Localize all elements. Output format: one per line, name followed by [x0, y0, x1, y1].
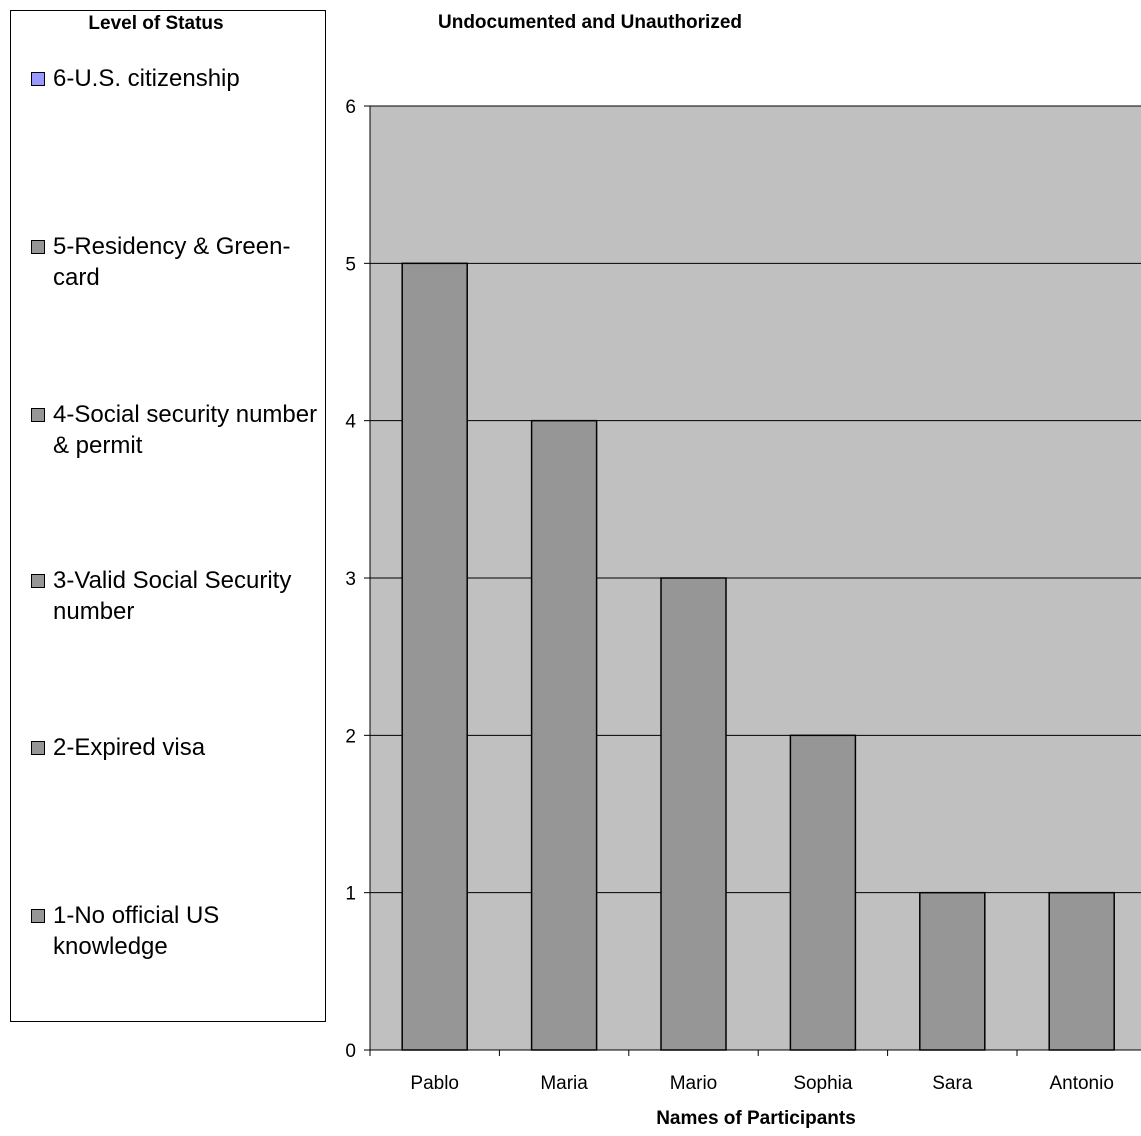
legend-item-2: 2-Expired visa — [31, 732, 323, 763]
y-tick-label-3: 3 — [345, 569, 356, 590]
bars — [401, 262, 1115, 1051]
legend: Level of Status 6-U.S. citizenship 5-Res… — [10, 10, 326, 1022]
bar-antonio — [1048, 891, 1115, 1051]
legend-label-4: 4-Social security number & permit — [53, 401, 318, 459]
bar-sophia — [789, 734, 857, 1051]
legend-item-6: 6-U.S. citizenship — [31, 63, 323, 94]
x-tick-label-antonio: Antonio — [1049, 1073, 1113, 1094]
legend-swatch-1 — [31, 909, 45, 923]
x-tick-label-sara: Sara — [932, 1073, 973, 1094]
legend-label-3: 3-Valid Social Security number — [53, 567, 292, 625]
y-tick-label-1: 1 — [345, 884, 356, 905]
y-tick-label-0: 0 — [345, 1041, 356, 1062]
legend-item-1: 1-No official US knowledge — [31, 900, 323, 962]
legend-swatch-6 — [31, 72, 45, 86]
y-tick-label-5: 5 — [345, 254, 356, 275]
x-tick-label-sophia: Sophia — [793, 1073, 853, 1094]
legend-label-6: 6-U.S. citizenship — [53, 65, 240, 92]
bar-maria — [530, 419, 598, 1051]
y-tick-label-2: 2 — [345, 726, 356, 747]
legend-swatch-2 — [31, 741, 45, 755]
legend-item-4: 4-Social security number & permit — [31, 399, 323, 461]
chart-title: Undocumented and Unauthorized — [438, 12, 742, 33]
legend-label-2: 2-Expired visa — [53, 734, 206, 761]
legend-item-3: 3-Valid Social Security number — [31, 565, 323, 627]
legend-swatch-4 — [31, 408, 45, 422]
axes: 0 1 2 3 4 5 6 Pablo Maria Mario Sophia Sara Antonio — [345, 97, 1141, 1094]
legend-label-1: 1-No official US knowledge — [53, 902, 220, 960]
legend-swatch-5 — [31, 240, 45, 254]
legend-swatch-3 — [31, 574, 45, 588]
legend-title: Level of Status — [88, 13, 224, 34]
y-tick-label-6: 6 — [345, 97, 356, 118]
bar-pablo — [401, 262, 468, 1051]
legend-item-5: 5-Residency & Green-card — [31, 231, 323, 293]
bar-mario — [660, 577, 727, 1051]
x-tick-label-maria: Maria — [540, 1073, 588, 1094]
legend-label-5: 5-Residency & Green-card — [53, 233, 291, 291]
y-tick-label-4: 4 — [345, 412, 356, 433]
x-tick-label-mario: Mario — [670, 1073, 718, 1094]
bar-sara — [919, 891, 986, 1051]
x-tick-label-pablo: Pablo — [410, 1073, 459, 1094]
gridlines — [370, 105, 1141, 894]
x-axis-title: Names of Participants — [656, 1108, 856, 1129]
